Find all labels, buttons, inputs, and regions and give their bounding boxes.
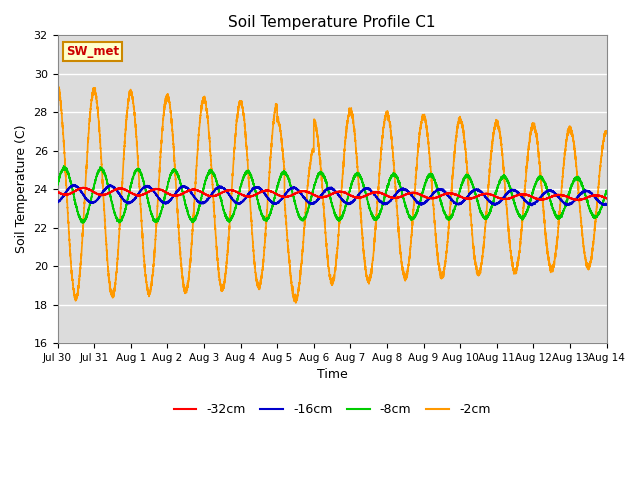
Title: Soil Temperature Profile C1: Soil Temperature Profile C1	[228, 15, 436, 30]
Legend: -32cm, -16cm, -8cm, -2cm: -32cm, -16cm, -8cm, -2cm	[168, 398, 495, 421]
X-axis label: Time: Time	[317, 368, 348, 381]
Text: SW_met: SW_met	[66, 45, 119, 58]
Y-axis label: Soil Temperature (C): Soil Temperature (C)	[15, 125, 28, 253]
